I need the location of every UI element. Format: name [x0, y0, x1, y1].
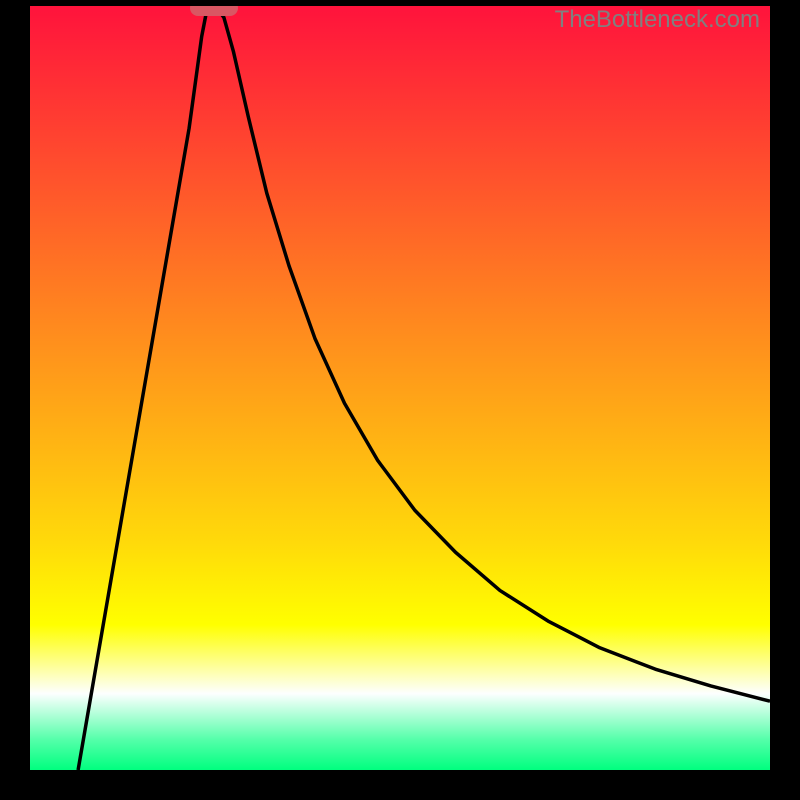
watermark-text: TheBottleneck.com: [555, 6, 760, 34]
bottleneck-curve: [78, 8, 770, 770]
chart-plot-area: [30, 6, 770, 770]
minimum-marker: [190, 6, 238, 16]
curve-layer: [30, 6, 770, 770]
